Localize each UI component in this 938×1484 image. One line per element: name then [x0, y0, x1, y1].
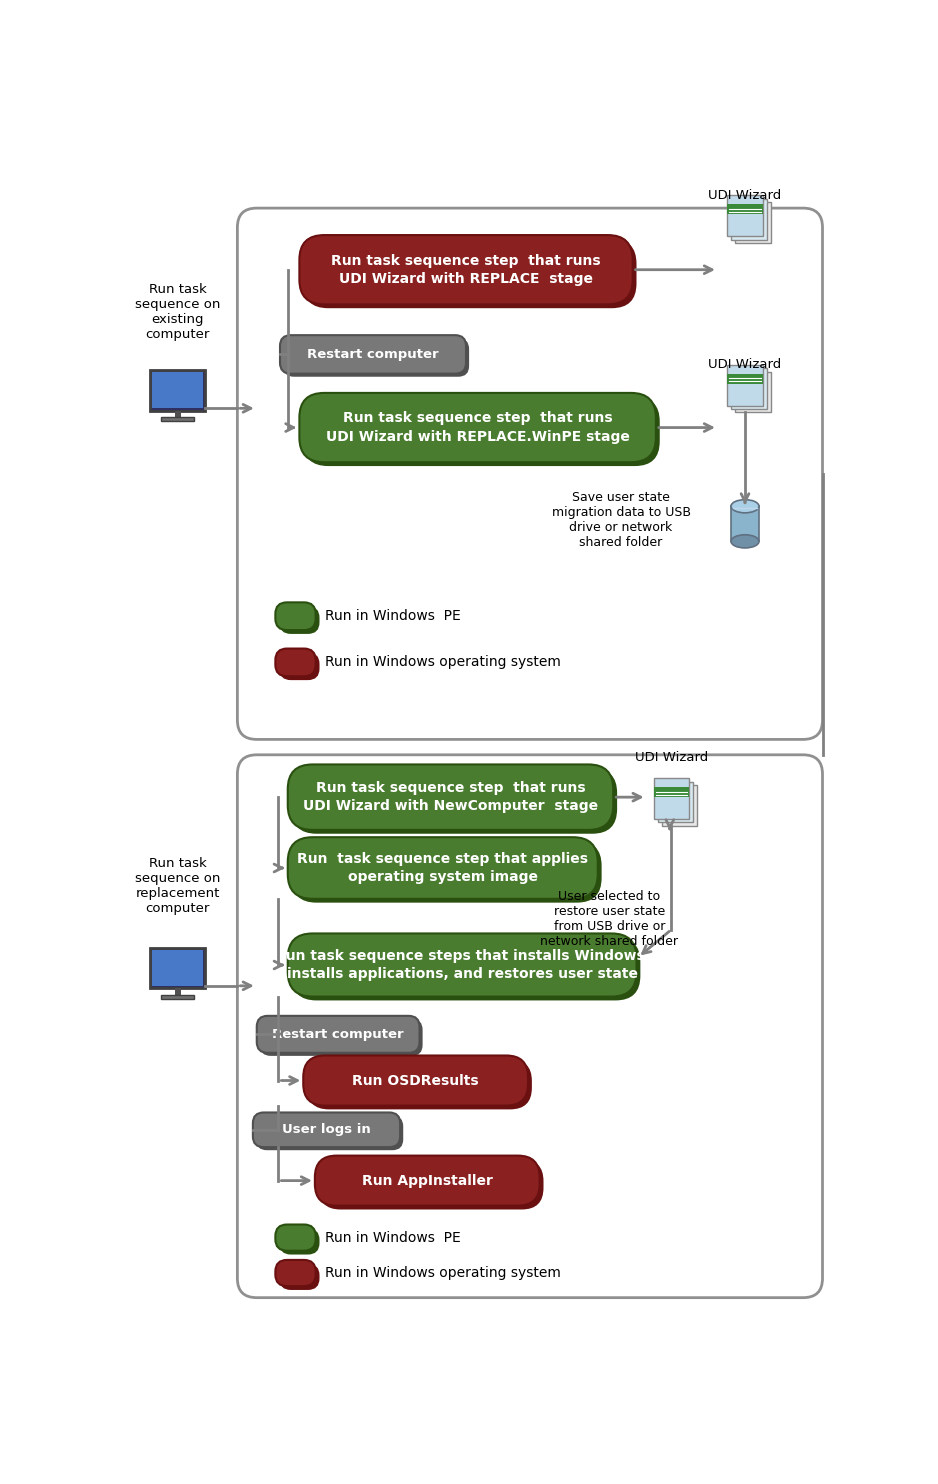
Bar	[654, 787, 689, 797]
Text: UDI Wizard: UDI Wizard	[708, 358, 781, 371]
Text: Run task sequence step  that runs
UDI Wizard with REPLACE  stage: Run task sequence step that runs UDI Wiz…	[331, 254, 601, 286]
Bar	[735, 371, 771, 413]
FancyBboxPatch shape	[276, 603, 316, 631]
FancyBboxPatch shape	[161, 994, 194, 999]
FancyBboxPatch shape	[256, 1116, 403, 1150]
Bar	[727, 374, 763, 384]
FancyBboxPatch shape	[260, 1020, 423, 1057]
FancyBboxPatch shape	[288, 837, 598, 899]
Bar	[727, 205, 763, 215]
Text: Run task sequence step  that runs
UDI Wizard with NewComputer  stage: Run task sequence step that runs UDI Wiz…	[303, 781, 598, 813]
Bar	[662, 785, 697, 825]
FancyBboxPatch shape	[150, 371, 205, 411]
Text: User selected to
restore user state
from USB drive or
network shared folder: User selected to restore user state from…	[540, 890, 678, 948]
FancyBboxPatch shape	[307, 1060, 532, 1110]
Bar	[732, 199, 767, 239]
FancyBboxPatch shape	[292, 841, 601, 902]
Bar	[654, 779, 689, 819]
Bar	[152, 372, 204, 408]
Ellipse shape	[731, 500, 759, 513]
FancyBboxPatch shape	[161, 417, 194, 421]
FancyBboxPatch shape	[319, 1159, 543, 1209]
FancyBboxPatch shape	[253, 1113, 401, 1147]
FancyBboxPatch shape	[280, 335, 466, 374]
Bar	[152, 950, 204, 985]
FancyBboxPatch shape	[150, 948, 205, 988]
Bar	[174, 411, 181, 417]
Text: Restart computer: Restart computer	[307, 347, 439, 361]
Bar	[735, 202, 771, 243]
FancyBboxPatch shape	[276, 649, 316, 677]
Text: Run AppInstaller: Run AppInstaller	[362, 1174, 492, 1187]
Text: Run task
sequence on
replacement
computer: Run task sequence on replacement compute…	[135, 856, 220, 914]
Bar	[731, 506, 759, 542]
Text: Restart computer: Restart computer	[272, 1028, 404, 1040]
FancyBboxPatch shape	[299, 393, 656, 462]
Text: Run in Windows operating system: Run in Windows operating system	[325, 656, 561, 669]
Text: UDI Wizard: UDI Wizard	[708, 188, 781, 202]
FancyBboxPatch shape	[288, 764, 613, 830]
Ellipse shape	[731, 534, 759, 548]
FancyBboxPatch shape	[237, 208, 823, 739]
FancyBboxPatch shape	[303, 1055, 528, 1106]
FancyBboxPatch shape	[257, 1017, 419, 1052]
Text: Save user state
migration data to USB
drive or network
shared folder: Save user state migration data to USB dr…	[552, 491, 690, 549]
Bar	[727, 365, 763, 405]
FancyBboxPatch shape	[280, 1264, 320, 1290]
Text: UDI Wizard: UDI Wizard	[635, 751, 708, 764]
Bar	[732, 368, 767, 410]
Bar	[727, 196, 763, 236]
FancyBboxPatch shape	[292, 769, 617, 834]
Text: Run in Windows  PE: Run in Windows PE	[325, 1230, 461, 1245]
FancyBboxPatch shape	[288, 933, 637, 997]
Text: Run task sequence steps that installs Windows,
installs applications, and restor: Run task sequence steps that installs Wi…	[275, 948, 650, 981]
FancyBboxPatch shape	[237, 755, 823, 1297]
Text: Run OSDResults: Run OSDResults	[353, 1073, 479, 1088]
FancyBboxPatch shape	[283, 338, 469, 377]
FancyBboxPatch shape	[299, 234, 632, 304]
Bar	[174, 988, 181, 994]
Text: User logs in: User logs in	[282, 1123, 371, 1137]
FancyBboxPatch shape	[303, 239, 637, 309]
Text: Run  task sequence step that applies
operating system image: Run task sequence step that applies oper…	[297, 852, 588, 884]
Bar	[658, 782, 693, 822]
FancyBboxPatch shape	[276, 1260, 316, 1287]
FancyBboxPatch shape	[276, 1224, 316, 1251]
FancyBboxPatch shape	[292, 938, 641, 1000]
FancyBboxPatch shape	[303, 396, 659, 466]
Text: Run task sequence step  that runs
UDI Wizard with REPLACE.WinPE stage: Run task sequence step that runs UDI Wiz…	[325, 411, 629, 444]
FancyBboxPatch shape	[280, 605, 320, 634]
Text: Run in Windows  PE: Run in Windows PE	[325, 610, 461, 623]
FancyBboxPatch shape	[280, 653, 320, 680]
Text: Run in Windows operating system: Run in Windows operating system	[325, 1266, 561, 1281]
FancyBboxPatch shape	[315, 1156, 539, 1205]
Text: Run task
sequence on
existing
computer: Run task sequence on existing computer	[135, 283, 220, 341]
FancyBboxPatch shape	[280, 1229, 320, 1254]
